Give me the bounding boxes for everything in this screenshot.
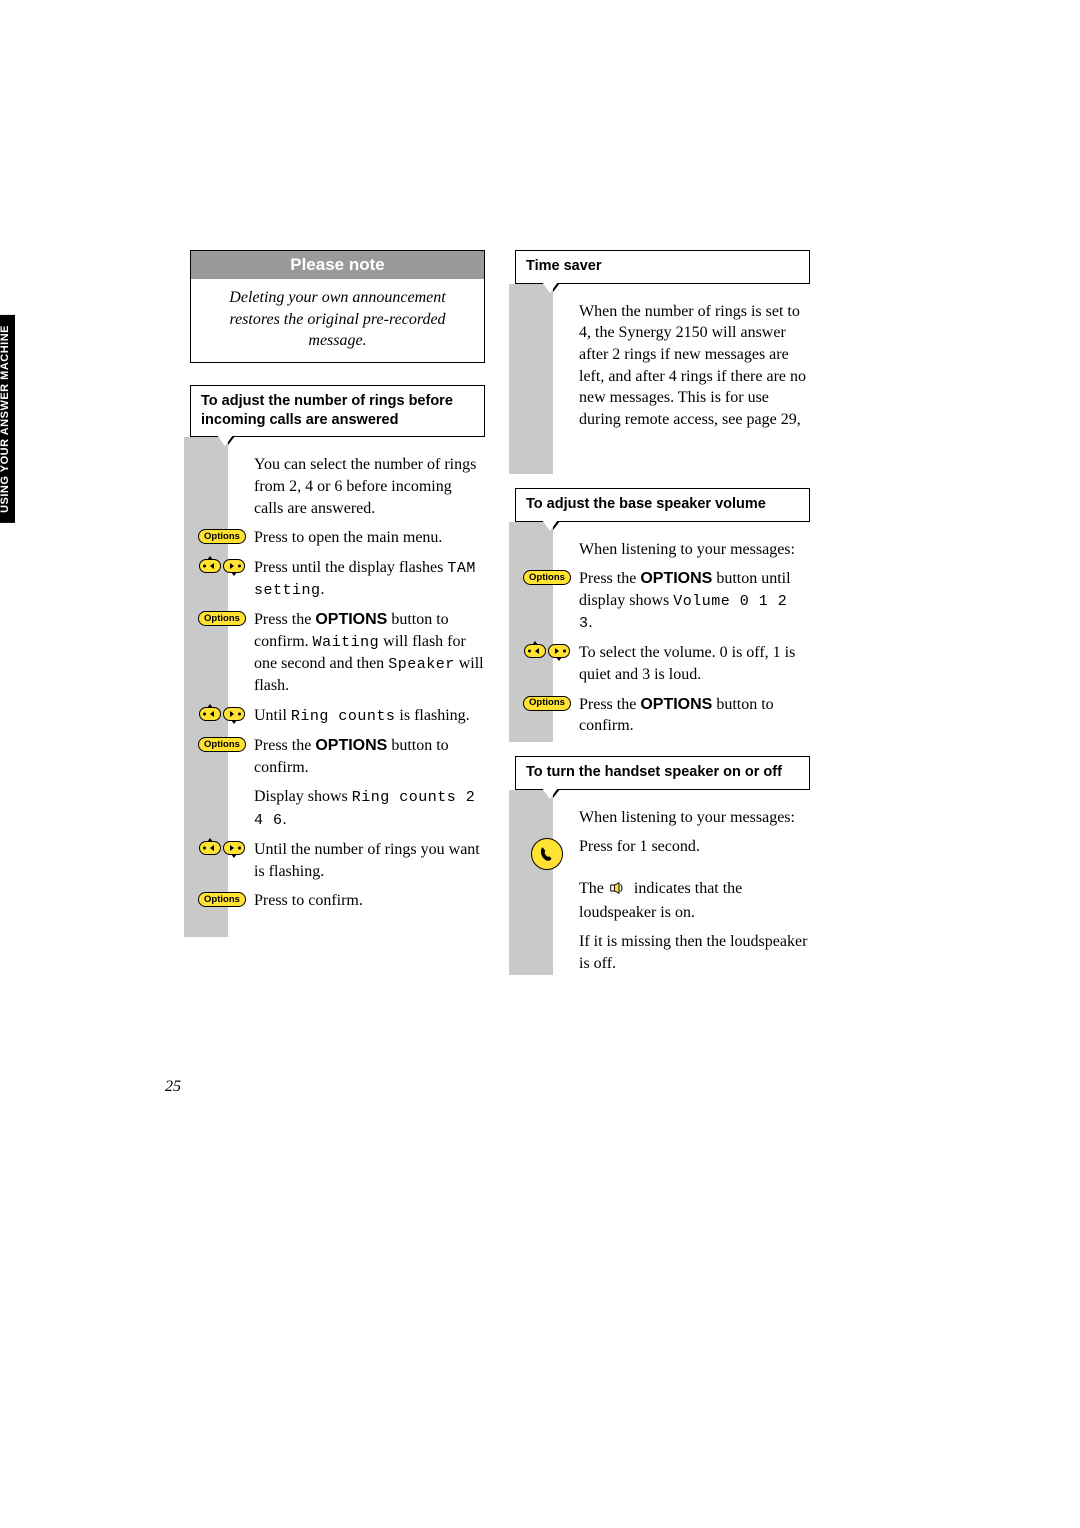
phone-button-icon [531, 838, 563, 870]
section-body-volume: When listening to your messages: Options… [515, 522, 810, 742]
section-body-speaker: When listening to your messages: Press f… [515, 790, 810, 975]
rings-intro: You can select the number of rings from … [254, 454, 485, 519]
options-button-icon: Options [198, 529, 246, 544]
options-button-icon: Options [198, 737, 246, 752]
volume-step-2: To select the volume. 0 is off, 1 is qui… [579, 642, 810, 685]
rings-step-7: Until the number of rings you want is fl… [254, 839, 485, 882]
speaker-step-2: The indicates that the loudspeaker is on… [579, 878, 810, 923]
options-button-icon: Options [523, 696, 571, 711]
options-button-icon: Options [198, 611, 246, 626]
options-button-icon: Options [523, 570, 571, 585]
left-column: Please note Deleting your own announceme… [190, 250, 485, 983]
section-heading-volume: To adjust the base speaker volume [515, 488, 810, 522]
rings-step-8: Press to confirm. [254, 890, 485, 912]
rings-step-1: Press to open the main menu. [254, 527, 485, 549]
loudspeaker-icon [610, 880, 628, 902]
speaker-intro: When listening to your messages: [579, 807, 810, 829]
nav-buttons-icon [199, 707, 245, 721]
page-content: Please note Deleting your own announceme… [140, 250, 940, 983]
side-tab: USING YOUR ANSWER MACHINE [0, 315, 15, 523]
volume-intro: When listening to your messages: [579, 539, 810, 561]
section-body-timesaver: When the number of rings is set to 4, th… [515, 284, 810, 474]
note-body: Deleting your own announcement restores … [191, 279, 484, 362]
note-header: Please note [191, 251, 484, 279]
nav-buttons-icon [199, 841, 245, 855]
options-button-icon: Options [198, 892, 246, 907]
section-heading-rings: To adjust the number of rings before inc… [190, 385, 485, 438]
section-heading-speaker: To turn the handset speaker on or off [515, 756, 810, 790]
rings-step-5: Press the OPTIONS button to confirm. [254, 735, 485, 778]
rings-step-6: Display shows Ring counts 2 4 6. [254, 786, 485, 831]
rings-step-4: Until Ring counts is flashing. [254, 705, 485, 727]
section-heading-timesaver: Time saver [515, 250, 810, 284]
rings-step-2: Press until the display flashes TAM sett… [254, 557, 485, 602]
right-column: Time saver When the number of rings is s… [515, 250, 810, 983]
rings-step-3: Press the OPTIONS button to confirm. Wai… [254, 609, 485, 697]
timesaver-body: When the number of rings is set to 4, th… [579, 301, 810, 431]
please-note-box: Please note Deleting your own announceme… [190, 250, 485, 363]
page-number: 25 [165, 1078, 181, 1096]
speaker-step-3: If it is missing then the loudspeaker is… [579, 931, 810, 974]
nav-buttons-icon [199, 559, 245, 573]
section-body-rings: You can select the number of rings from … [190, 437, 485, 937]
speaker-step-1: Press for 1 second. [579, 836, 810, 858]
volume-step-1: Press the OPTIONS button until display s… [579, 568, 810, 634]
nav-buttons-icon [524, 644, 570, 658]
volume-step-3: Press the OPTIONS button to confirm. [579, 694, 810, 737]
